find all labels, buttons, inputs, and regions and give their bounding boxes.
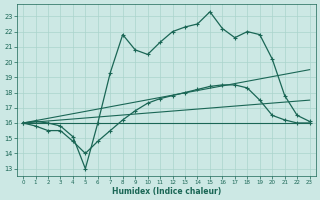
X-axis label: Humidex (Indice chaleur): Humidex (Indice chaleur) — [112, 187, 221, 196]
